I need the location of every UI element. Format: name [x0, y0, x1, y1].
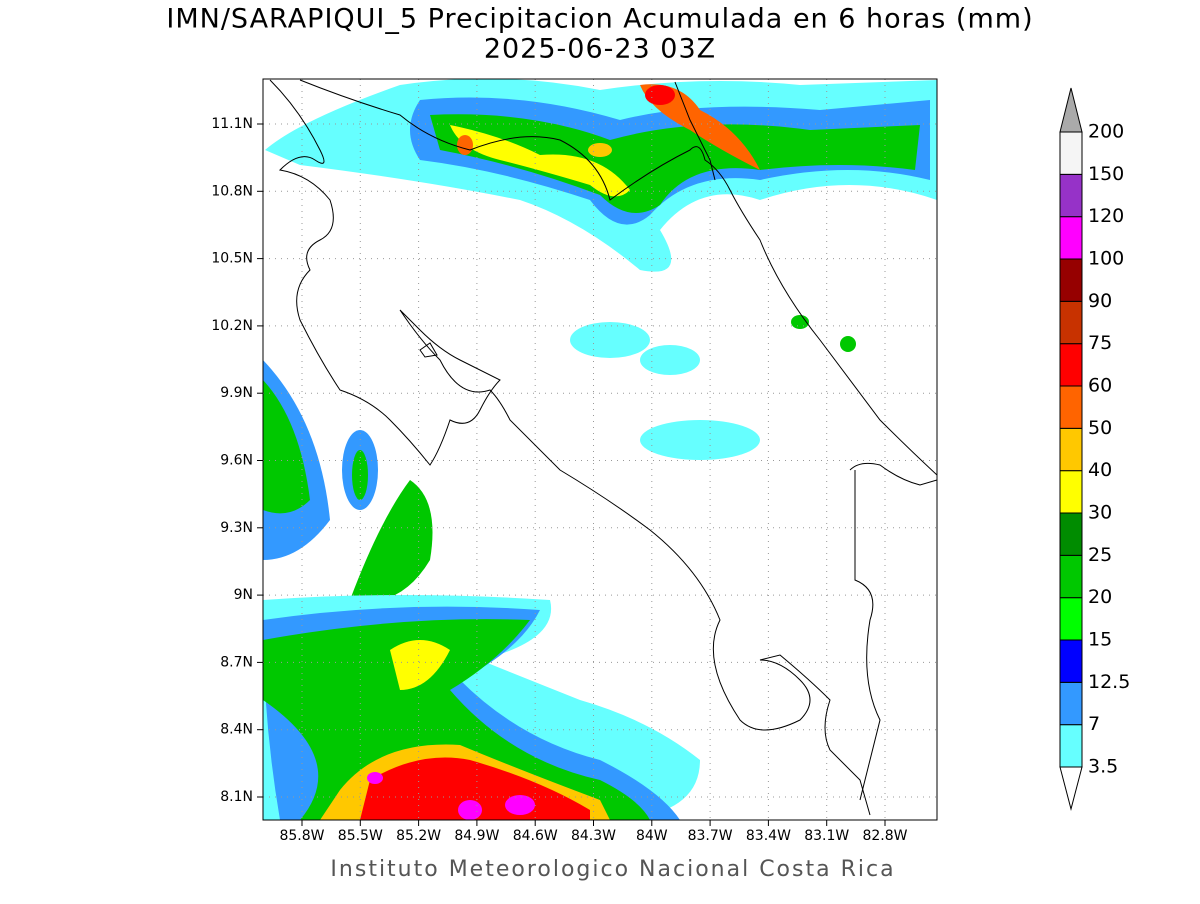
lat-tick-label: 9N [234, 587, 253, 603]
lat-tick-label: 10.5N [211, 251, 253, 267]
colorbar-label: 25 [1088, 544, 1112, 566]
lon-tick-label: 85.8W [279, 828, 324, 844]
colorbar-segment [1059, 470, 1083, 514]
colorbar-label: 120 [1088, 205, 1124, 227]
lat-tick-label: 8.7N [220, 654, 253, 670]
lat-tick-label: 10.2N [211, 318, 253, 334]
lat-tick-label: 9.9N [220, 385, 253, 401]
colorbar-segment [1059, 512, 1083, 556]
subtitle: 2025-06-23 03Z [484, 34, 716, 65]
colorbar-segment [1059, 173, 1083, 218]
colorbar: 3.5 7 12.5 15 20 25 30 40 50 60 75 90 100 120 150 200 [1059, 87, 1130, 811]
colorbar-label: 75 [1088, 332, 1112, 354]
lon-tick-label: 84.3W [571, 828, 616, 844]
colorbar-segment [1059, 258, 1083, 302]
colorbar-label: 15 [1088, 629, 1112, 651]
colorbar-label: 200 [1088, 121, 1124, 143]
colorbar-label: 40 [1088, 459, 1112, 481]
colorbar-label: 60 [1088, 375, 1112, 397]
graticule [263, 79, 937, 820]
colorbar-label: 7 [1088, 713, 1100, 735]
lat-tick-label: 10.8N [211, 183, 253, 199]
map-frame [262, 78, 938, 821]
colorbar-segment [1059, 385, 1083, 429]
colorbar-label: 50 [1088, 417, 1112, 439]
colorbar-segment [1059, 343, 1083, 387]
lat-tick-label: 8.4N [220, 722, 253, 738]
colorbar-label: 20 [1088, 586, 1112, 608]
lon-tick-label: 83.1W [804, 828, 849, 844]
lon-tick-label: 85.2W [396, 828, 441, 844]
title: IMN/SARAPIQUI_5 Precipitacion Acumulada … [166, 4, 1033, 35]
lon-tick-label: 83.7W [688, 828, 733, 844]
lon-tick-label: 85.5W [338, 828, 383, 844]
colorbar-label: 3.5 [1088, 756, 1118, 778]
colorbar-segment [1059, 597, 1083, 641]
colorbar-label: 12.5 [1088, 671, 1130, 693]
lon-tick-label: 84.9W [454, 828, 499, 844]
lon-tick-label: 84W [636, 828, 668, 844]
lon-tick-label: 83.4W [746, 828, 791, 844]
coastline [269, 79, 937, 816]
colorbar-over [1059, 87, 1083, 133]
lat-tick-label: 11.1N [211, 116, 253, 132]
precip-field [263, 79, 937, 820]
colorbar-segment [1059, 427, 1083, 472]
lon-tick-label: 84.6W [513, 828, 558, 844]
lat-tick-label: 9.6N [220, 453, 253, 469]
colorbar-segment [1059, 639, 1083, 683]
colorbar-under [1059, 766, 1083, 811]
footer: Instituto Meteorologico Nacional Costa R… [330, 857, 895, 882]
colorbar-segment [1059, 131, 1083, 175]
colorbar-label: 90 [1088, 290, 1112, 312]
lon-tick-label: 82.8W [862, 828, 907, 844]
lat-tick-label: 9.3N [220, 520, 253, 536]
colorbar-label: 150 [1088, 163, 1124, 185]
colorbar-segment [1059, 216, 1083, 260]
colorbar-segment [1059, 724, 1083, 768]
colorbar-label: 30 [1088, 502, 1112, 524]
colorbar-segment [1059, 554, 1083, 599]
lat-tick-label: 8.1N [220, 789, 253, 805]
colorbar-segment [1059, 681, 1083, 726]
colorbar-label: 100 [1088, 248, 1124, 270]
colorbar-segment [1059, 300, 1083, 345]
